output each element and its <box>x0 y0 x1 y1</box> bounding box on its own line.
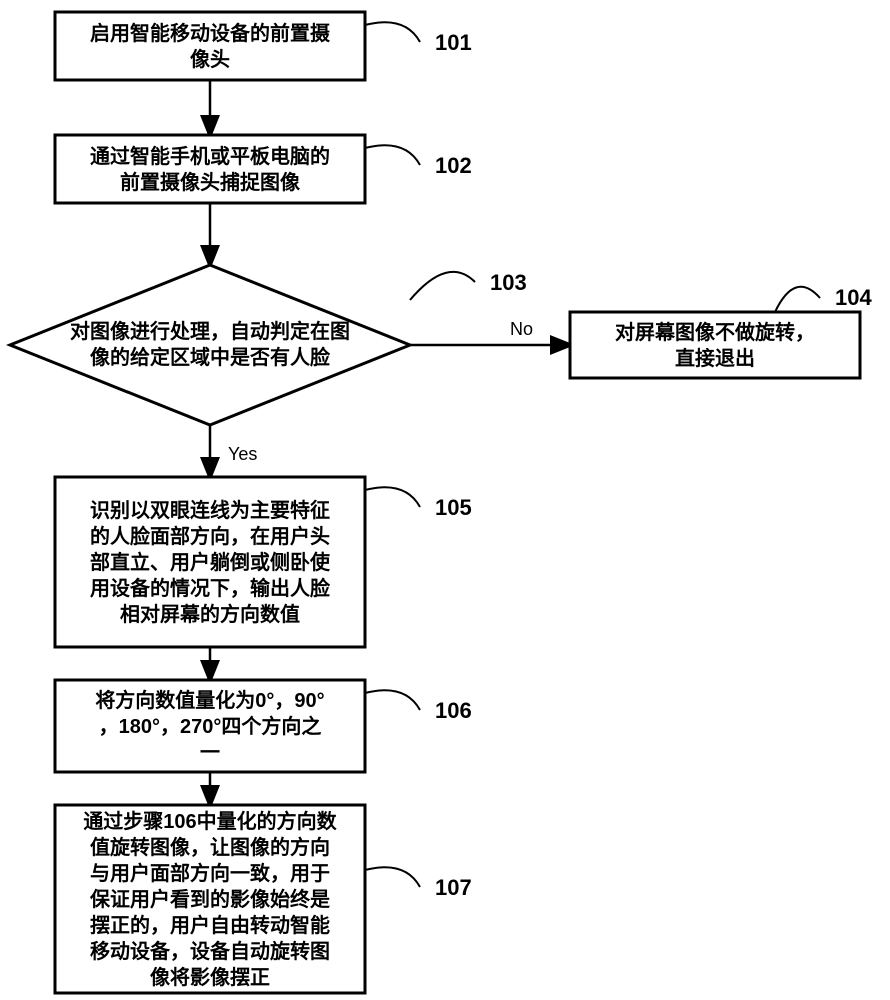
edge-label: No <box>510 319 533 339</box>
node-text: 一 <box>200 742 220 764</box>
node-text: 前置摄像头捕捉图像 <box>120 170 301 194</box>
node-text: 用设备的情况下，输出人脸 <box>90 576 331 600</box>
label-n104: 104 <box>835 285 872 310</box>
node-text: 像头 <box>190 47 230 71</box>
node-text: 保证用户看到的影像始终是 <box>89 887 330 911</box>
node-text: 值旋转图像，让图像的方向 <box>90 835 330 859</box>
label-n105: 105 <box>435 495 472 520</box>
leader-n104 <box>775 287 820 312</box>
node-text: 像将影像摆正 <box>150 965 270 989</box>
node-text: 将方向数值量化为0°，90° <box>95 688 324 712</box>
node-n107: 通过步骤106中量化的方向数值旋转图像，让图像的方向与用户面部方向一致，用于保证… <box>55 805 365 993</box>
node-text: 通过步骤106中量化的方向数 <box>83 809 337 833</box>
node-text: 部直立、用户躺倒或侧卧使 <box>90 550 331 574</box>
edge-label: Yes <box>228 444 257 464</box>
label-n103: 103 <box>490 270 527 295</box>
node-text: 识别以双眼连线为主要特征 <box>90 498 330 522</box>
node-n106: 将方向数值量化为0°，90°，180°，270°四个方向之一 <box>55 680 365 772</box>
node-n105: 识别以双眼连线为主要特征的人脸面部方向，在用户头部直立、用户躺倒或侧卧使用设备的… <box>55 477 365 647</box>
node-text: 直接退出 <box>675 346 755 370</box>
node-text: 启用智能移动设备的前置摄 <box>90 21 331 45</box>
node-n103: 对图像进行处理，自动判定在图像的给定区域中是否有人脸 <box>10 265 410 425</box>
leader-n106 <box>365 690 420 710</box>
node-n104: 对屏幕图像不做旋转，直接退出 <box>570 312 860 378</box>
node-text: 对图像进行处理，自动判定在图 <box>70 319 350 343</box>
node-text: 像的给定区域中是否有人脸 <box>90 345 331 369</box>
node-text: 摆正的，用户自由转动智能 <box>90 913 330 937</box>
node-text: ，180°，270°四个方向之 <box>99 714 322 738</box>
node-text: 的人脸面部方向，在用户头 <box>90 524 330 548</box>
label-n101: 101 <box>435 30 472 55</box>
label-n107: 107 <box>435 875 472 900</box>
leader-n107 <box>365 867 420 887</box>
node-text: 与用户面部方向一致，用于 <box>90 861 330 885</box>
node-n101: 启用智能移动设备的前置摄像头 <box>55 12 365 80</box>
leader-n105 <box>365 487 420 507</box>
node-text: 移动设备，设备自动旋转图 <box>90 939 330 963</box>
node-text: 通过智能手机或平板电脑的 <box>90 144 330 168</box>
flowchart-diagram: YesNo启用智能移动设备的前置摄像头通过智能手机或平板电脑的前置摄像头捕捉图像… <box>0 0 890 1000</box>
label-n102: 102 <box>435 153 472 178</box>
leader-n102 <box>365 145 420 165</box>
leader-n103 <box>410 272 475 300</box>
node-n102: 通过智能手机或平板电脑的前置摄像头捕捉图像 <box>55 135 365 203</box>
leader-n101 <box>365 22 420 42</box>
label-n106: 106 <box>435 698 472 723</box>
node-text: 相对屏幕的方向数值 <box>120 602 300 626</box>
node-text: 对屏幕图像不做旋转， <box>615 320 815 344</box>
